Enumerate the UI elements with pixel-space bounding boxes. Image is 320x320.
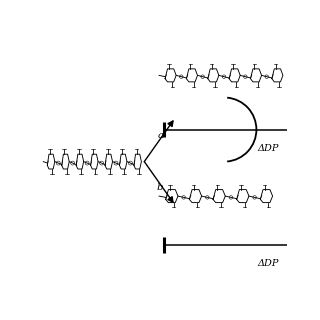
Text: a: a [157,131,164,140]
Text: b: b [157,183,164,192]
Text: ΔDP: ΔDP [258,259,279,268]
Text: ΔDP: ΔDP [258,144,279,153]
